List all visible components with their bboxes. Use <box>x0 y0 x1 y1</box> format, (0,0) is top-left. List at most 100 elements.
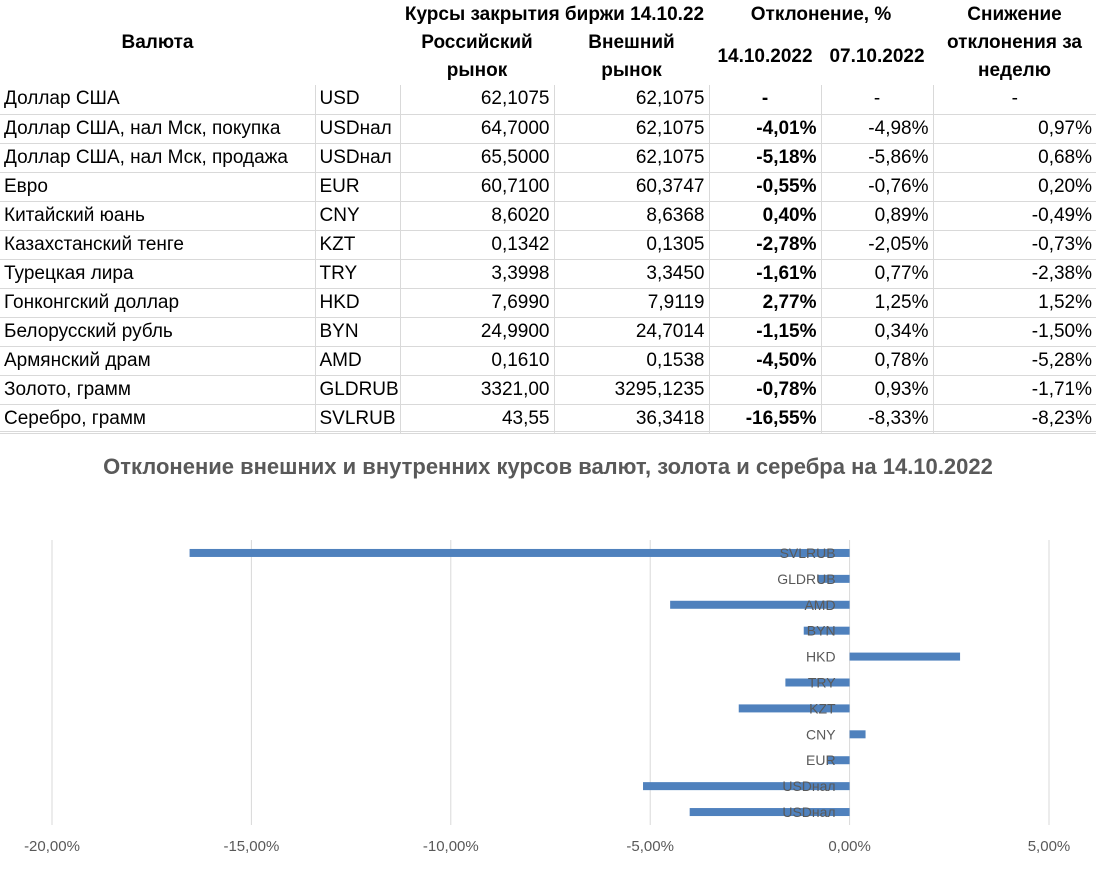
ru-market-rate: 7,6990 <box>400 288 555 318</box>
table-row: Армянский драм AMD 0,1610 0,1538 -4,50% 0,78%… <box>0 346 1096 376</box>
ext-market-rate: 7,9119 <box>554 288 710 318</box>
category-label: CNY <box>806 726 836 742</box>
currency-code: CNY <box>315 201 401 231</box>
x-tick-label: -10,00% <box>423 838 479 855</box>
bar <box>827 756 850 765</box>
bar <box>189 548 850 557</box>
ext-market-rate: 0,1538 <box>554 346 710 376</box>
deviation-current: -1,61% <box>709 259 822 289</box>
category-label: HKD <box>806 649 836 665</box>
deviation-previous: 0,89% <box>821 201 934 231</box>
deviation-current: -16,55% <box>709 404 822 434</box>
currency-name: Доллар США <box>0 85 316 115</box>
header-ru-market-line1: Российский <box>421 32 533 53</box>
deviation-decrease: -0,49% <box>933 201 1096 231</box>
deviation-previous: 0,93% <box>821 375 934 405</box>
ext-market-rate: 3295,1235 <box>554 375 710 405</box>
table-row: Евро EUR 60,7100 60,3747 -0,55% -0,76% 0,20% <box>0 172 1096 202</box>
table-row: Турецкая лира TRY 3,3998 3,3450 -1,61% 0,77% -… <box>0 259 1096 289</box>
header-decrease-line2: отклонения за <box>947 32 1082 53</box>
bar <box>849 652 961 661</box>
table-row: Белорусский рубль BYN 24,9900 24,7014 -1,15%… <box>0 317 1096 347</box>
deviation-previous: -4,98% <box>821 114 934 144</box>
deviation-current: -4,50% <box>709 346 822 376</box>
currency-name: Евро <box>0 172 316 202</box>
bar <box>670 600 850 609</box>
currency-name: Серебро, грамм <box>0 404 316 434</box>
ext-market-rate: 24,7014 <box>554 317 710 347</box>
deviation-current: -1,15% <box>709 317 822 347</box>
table-row: Доллар США, нал Мск, покупка USDнал 64,700… <box>0 114 1096 144</box>
ru-market-rate: 3,3998 <box>400 259 555 289</box>
currency-name: Турецкая лира <box>0 259 316 289</box>
ru-market-rate: 3321,00 <box>400 375 555 405</box>
category-label: TRY <box>808 675 836 691</box>
currency-code: USD <box>315 85 401 115</box>
category-label: SVLRUB <box>780 545 836 561</box>
currency-code: EUR <box>315 172 401 202</box>
ext-market-rate: 8,6368 <box>554 201 710 231</box>
deviation-previous: -8,33% <box>821 404 934 434</box>
ext-market-rate: 36,3418 <box>554 404 710 434</box>
ru-market-rate: 24,9900 <box>400 317 555 347</box>
bar <box>689 808 850 817</box>
header-ext-market-line1: Внешний <box>588 32 675 53</box>
ru-market-rate: 43,55 <box>400 404 555 434</box>
deviation-previous: -2,05% <box>821 230 934 260</box>
currency-name: Золото, грамм <box>0 375 316 405</box>
deviation-current: -2,78% <box>709 230 822 260</box>
currency-code: GLDRUB <box>315 375 401 405</box>
table-row: Гонконгский доллар HKD 7,6990 7,9119 2,77% 1,… <box>0 288 1096 318</box>
deviation-decrease: 1,52% <box>933 288 1096 318</box>
deviation-current: 2,77% <box>709 288 822 318</box>
table-row: Серебро, грамм SVLRUB 43,55 36,3418 -16,55% -… <box>0 404 1096 434</box>
ext-market-rate: 62,1075 <box>554 114 710 144</box>
ru-market-rate: 0,1342 <box>400 230 555 260</box>
deviation-decrease: -8,23% <box>933 404 1096 434</box>
deviation-previous: 0,77% <box>821 259 934 289</box>
deviation-decrease: -2,38% <box>933 259 1096 289</box>
ru-market-rate: 64,7000 <box>400 114 555 144</box>
x-tick-label: 5,00% <box>1028 838 1071 855</box>
x-tick-label: -20,00% <box>24 838 80 855</box>
deviation-decrease: 0,20% <box>933 172 1096 202</box>
currency-name: Гонконгский доллар <box>0 288 316 318</box>
bar <box>803 626 850 635</box>
category-label: EUR <box>806 752 836 768</box>
deviation-previous: 0,78% <box>821 346 934 376</box>
header-deviation: Отклонение, % <box>750 3 892 25</box>
currency-code: KZT <box>315 230 401 260</box>
ru-market-rate: 8,6020 <box>400 201 555 231</box>
category-label: USDнал <box>782 804 835 820</box>
category-label: USDнал <box>782 778 835 794</box>
currency-code: AMD <box>315 346 401 376</box>
currency-name: Китайский юань <box>0 201 316 231</box>
deviation-current: 0,40% <box>709 201 822 231</box>
table-row: Доллар США, нал Мск, продажа USDнал 65,500… <box>0 143 1096 173</box>
header-ru-market-line2: рынок <box>446 60 508 81</box>
currency-name: Доллар США, нал Мск, покупка <box>0 114 316 144</box>
currency-code: SVLRUB <box>315 404 401 434</box>
currency-code: TRY <box>315 259 401 289</box>
ext-market-rate: 62,1075 <box>554 143 710 173</box>
deviation-decrease: 0,68% <box>933 143 1096 173</box>
category-label: KZT <box>809 700 836 716</box>
deviation-current: -0,55% <box>709 172 822 202</box>
deviation-decrease: -0,73% <box>933 230 1096 260</box>
ru-market-rate: 65,5000 <box>400 143 555 173</box>
currency-code: USDнал <box>315 114 401 144</box>
deviation-decrease: -5,28% <box>933 346 1096 376</box>
currency-name: Армянский драм <box>0 346 316 376</box>
deviation-chart: -20,00% -15,00% -10,00% -5,00% 0,00% 5,00% USD… <box>24 540 1071 855</box>
header-date1: 14.10.2022 <box>717 46 813 67</box>
ext-market-rate: 62,1075 <box>554 85 710 115</box>
x-tick-label: 0,00% <box>828 838 871 855</box>
ru-market-rate: 0,1610 <box>400 346 555 376</box>
currency-name: Казахстанский тенге <box>0 230 316 260</box>
deviation-decrease: -1,71% <box>933 375 1096 405</box>
currency-code: HKD <box>315 288 401 318</box>
bar <box>818 574 850 583</box>
ext-market-rate: 0,1305 <box>554 230 710 260</box>
x-tick-label: -5,00% <box>626 838 674 855</box>
deviation-current: -0,78% <box>709 375 822 405</box>
